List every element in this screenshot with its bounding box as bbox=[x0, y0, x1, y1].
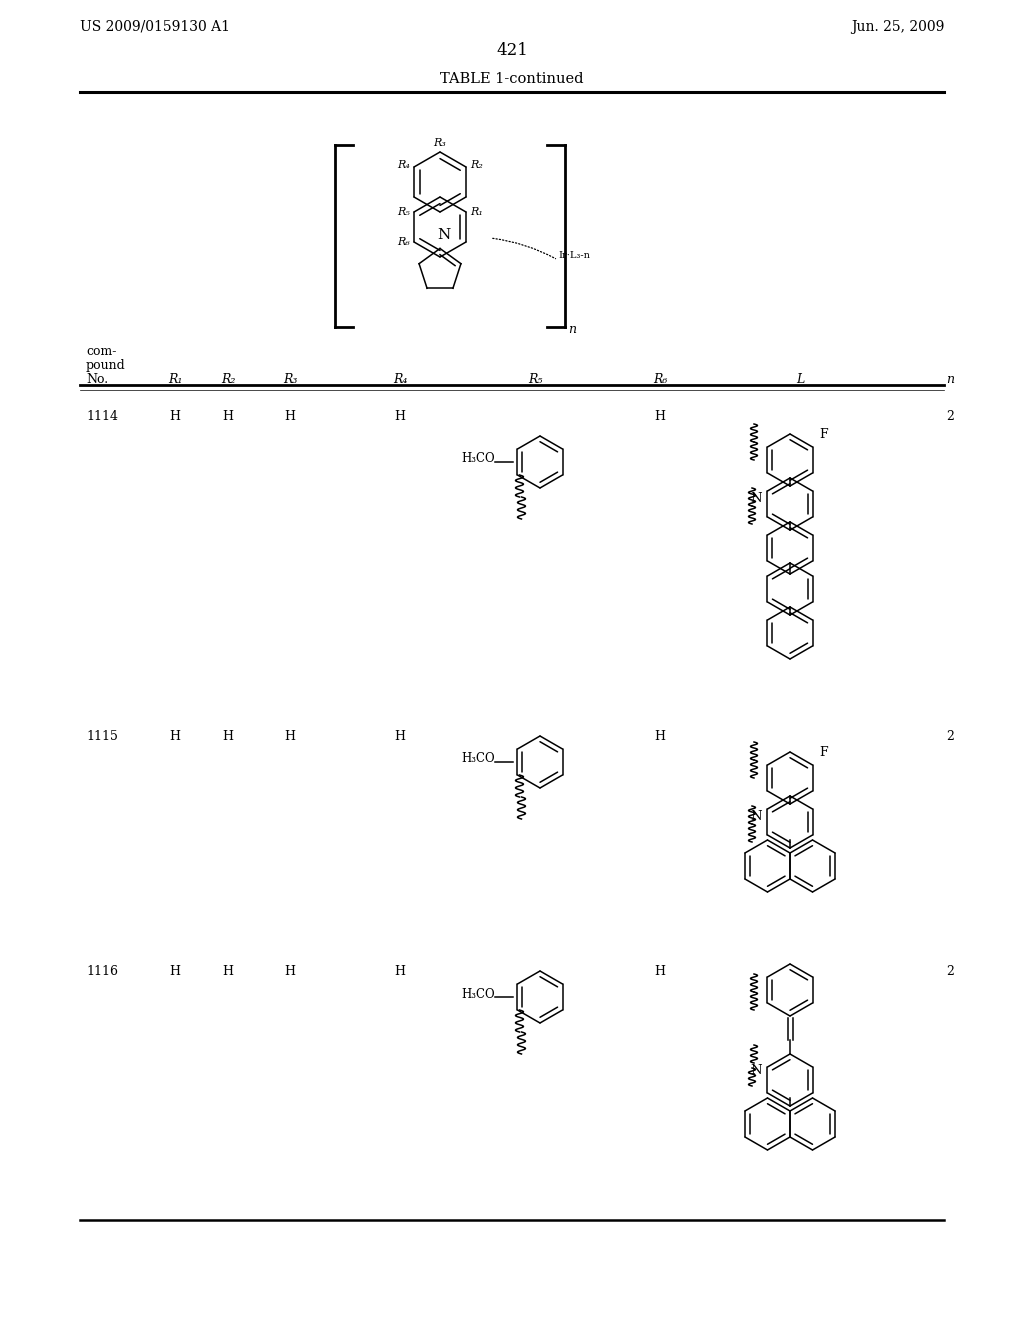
Text: Jun. 25, 2009: Jun. 25, 2009 bbox=[851, 20, 944, 34]
Text: H: H bbox=[654, 965, 666, 978]
Text: R₄: R₄ bbox=[393, 374, 408, 385]
Text: H: H bbox=[285, 965, 296, 978]
Text: N: N bbox=[751, 809, 762, 822]
Text: n: n bbox=[568, 323, 575, 337]
Text: H: H bbox=[285, 730, 296, 743]
Text: R₅: R₅ bbox=[397, 207, 410, 216]
Text: No.: No. bbox=[86, 374, 109, 385]
Text: H: H bbox=[222, 730, 233, 743]
Text: N: N bbox=[437, 228, 451, 242]
Text: pound: pound bbox=[86, 359, 126, 372]
Text: com-: com- bbox=[86, 345, 117, 358]
Text: R₆: R₆ bbox=[653, 374, 668, 385]
Text: H: H bbox=[170, 965, 180, 978]
Text: H: H bbox=[654, 730, 666, 743]
Text: 421: 421 bbox=[496, 42, 528, 59]
Text: US 2009/0159130 A1: US 2009/0159130 A1 bbox=[80, 20, 230, 34]
Text: H₃CO: H₃CO bbox=[462, 453, 495, 466]
Text: H: H bbox=[654, 411, 666, 422]
Text: 2: 2 bbox=[946, 411, 954, 422]
Text: 1114: 1114 bbox=[86, 411, 118, 422]
Text: TABLE 1-continued: TABLE 1-continued bbox=[440, 73, 584, 86]
Text: H: H bbox=[222, 965, 233, 978]
Text: N: N bbox=[751, 1064, 762, 1077]
Text: H: H bbox=[222, 411, 233, 422]
Text: H: H bbox=[170, 730, 180, 743]
Text: F: F bbox=[819, 428, 827, 441]
Text: F: F bbox=[819, 746, 827, 759]
Text: H: H bbox=[394, 411, 406, 422]
Text: H₃CO: H₃CO bbox=[462, 987, 495, 1001]
Text: R₃: R₃ bbox=[433, 139, 446, 148]
Text: 1115: 1115 bbox=[86, 730, 118, 743]
Text: R₆: R₆ bbox=[397, 238, 410, 247]
Text: R₅: R₅ bbox=[527, 374, 542, 385]
Text: n: n bbox=[946, 374, 954, 385]
Text: L: L bbox=[796, 374, 804, 385]
Text: R₃: R₃ bbox=[283, 374, 297, 385]
Text: H: H bbox=[285, 411, 296, 422]
Text: H: H bbox=[170, 411, 180, 422]
Text: R₁: R₁ bbox=[168, 374, 182, 385]
Text: 2: 2 bbox=[946, 965, 954, 978]
Text: N: N bbox=[751, 491, 762, 504]
Text: R₂: R₂ bbox=[470, 160, 483, 170]
Text: 2: 2 bbox=[946, 730, 954, 743]
Text: H: H bbox=[394, 730, 406, 743]
Text: R₂: R₂ bbox=[221, 374, 236, 385]
Text: H₃CO: H₃CO bbox=[462, 752, 495, 766]
Text: R₁: R₁ bbox=[470, 207, 483, 216]
Text: H: H bbox=[394, 965, 406, 978]
Text: R₄: R₄ bbox=[397, 160, 410, 170]
Text: 1116: 1116 bbox=[86, 965, 118, 978]
Text: Ir·L₃-n: Ir·L₃-n bbox=[558, 251, 590, 260]
